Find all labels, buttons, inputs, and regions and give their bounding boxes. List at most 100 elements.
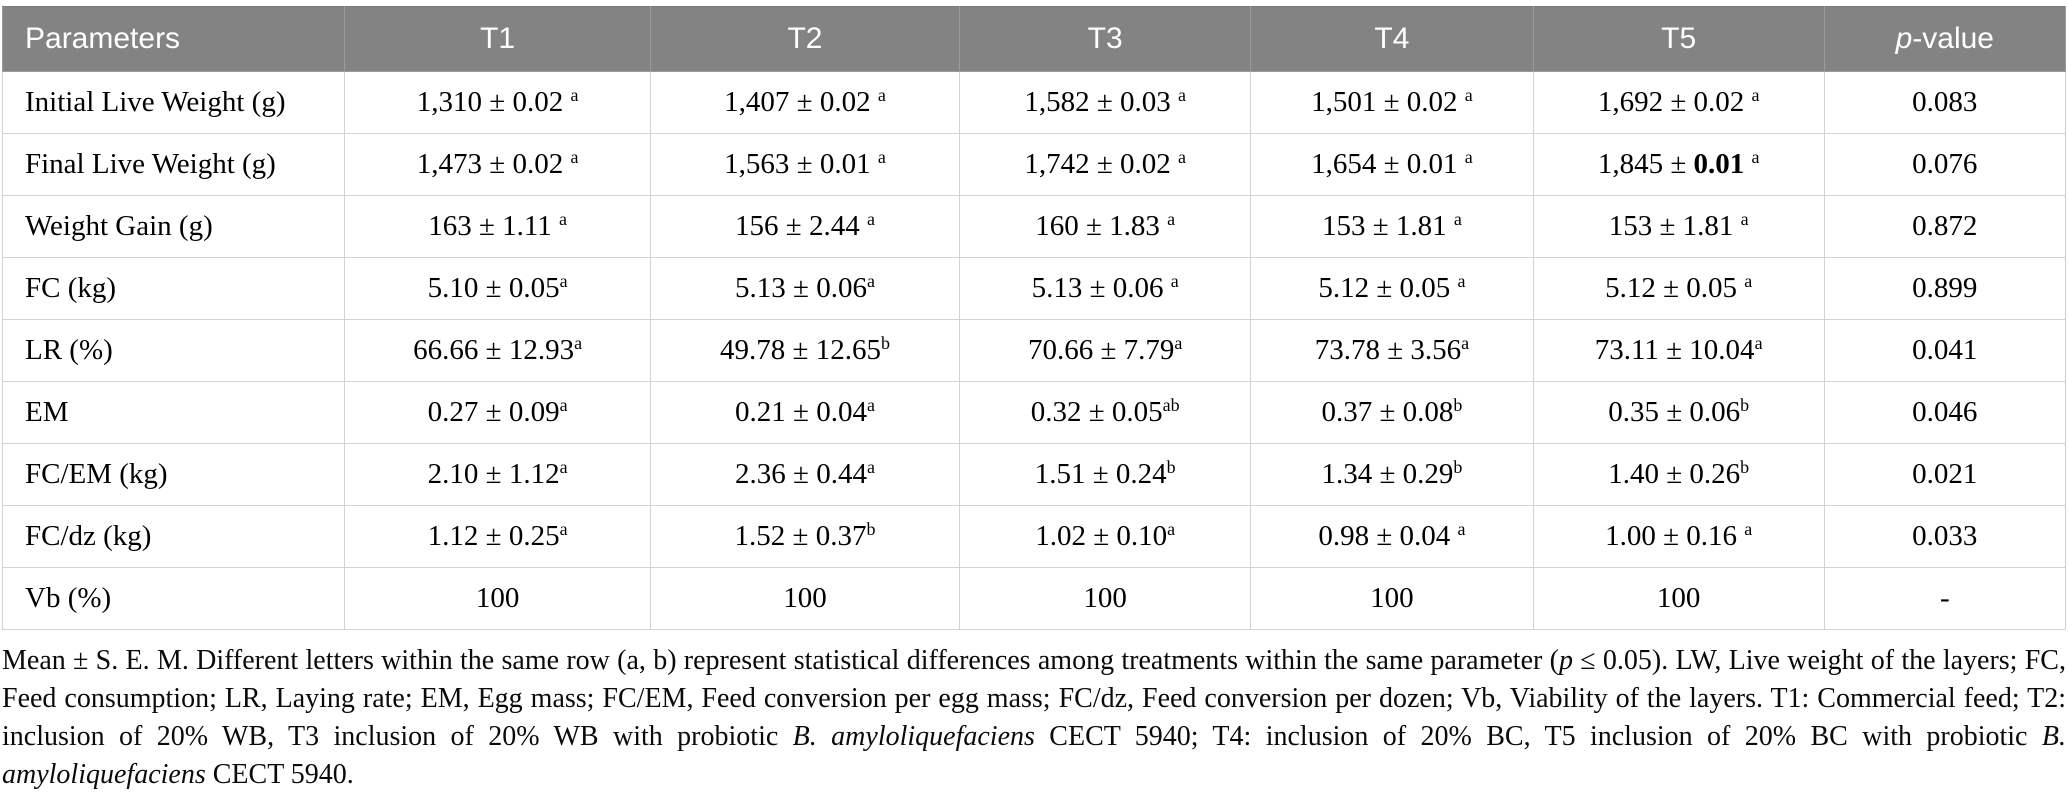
significance-letter: a (1461, 333, 1470, 354)
parameter-label: Vb (%) (1, 567, 346, 630)
significance-letter: a (866, 209, 875, 230)
significance-letter: b (1740, 395, 1750, 416)
significance-letter: a (1751, 147, 1760, 168)
value-cell-t5: 73.11 ± 10.04a (1532, 319, 1825, 382)
table-row: FC/EM (kg) 2.10 ± 1.12a 2.36 ± 0.44a 1.51 ±… (1, 443, 2067, 506)
significance-letter: a (559, 271, 568, 292)
significance-letter: a (1464, 147, 1473, 168)
value-cell-t3: 5.13 ± 0.06 a (959, 257, 1252, 320)
table-row: Initial Live Weight (g) 1,310 ± 0.02 a 1,4… (1, 71, 2067, 134)
value-cell-t2: 1.52 ± 0.37b (649, 505, 961, 568)
parameter-label: Weight Gain (g) (1, 195, 346, 258)
value-cell-t3: 0.32 ± 0.05ab (959, 381, 1252, 444)
significance-letter: a (866, 395, 875, 416)
value-cell-t2: 0.21 ± 0.04a (649, 381, 961, 444)
significance-letter: a (1177, 85, 1186, 106)
significance-letter: a (866, 457, 875, 478)
significance-letter: b (1453, 457, 1463, 478)
value-cell-t1: 1.12 ± 0.25a (344, 505, 651, 568)
value-cell-t1: 1,473 ± 0.02 a (344, 133, 651, 196)
value-cell-t4: 0.98 ± 0.04 a (1250, 505, 1534, 568)
parameter-label: Final Live Weight (g) (1, 133, 346, 196)
value-cell-t1: 100 (344, 567, 651, 630)
significance-letter: a (1457, 519, 1466, 540)
significance-letter: b (880, 333, 890, 354)
value-cell-t4: 0.37 ± 0.08b (1250, 381, 1534, 444)
value-cell-t3: 1,742 ± 0.02 a (959, 133, 1252, 196)
value-cell-t4: 1.34 ± 0.29b (1250, 443, 1534, 506)
value-cell-t3: 1.51 ± 0.24b (959, 443, 1252, 506)
value-cell-t2: 156 ± 2.44 a (649, 195, 961, 258)
significance-letter: a (1167, 519, 1176, 540)
parameter-label: FC/EM (kg) (1, 443, 346, 506)
table-body: Initial Live Weight (g) 1,310 ± 0.02 a 1,4… (1, 71, 2067, 630)
table-row: Final Live Weight (g) 1,473 ± 0.02 a 1,563… (1, 133, 2067, 196)
p-value-cell: 0.076 (1823, 133, 2067, 196)
p-value-cell: 0.872 (1823, 195, 2067, 258)
parameter-label: FC/dz (kg) (1, 505, 346, 568)
value-cell-t5: 1.00 ± 0.16 a (1532, 505, 1825, 568)
parameter-label: EM (1, 381, 346, 444)
value-cell-t4: 5.12 ± 0.05 a (1250, 257, 1534, 320)
value-cell-t1: 66.66 ± 12.93a (344, 319, 651, 382)
value-cell-t1: 2.10 ± 1.12a (344, 443, 651, 506)
significance-letter: a (1170, 271, 1179, 292)
column-header-t2: T2 (649, 6, 961, 72)
table-row: LR (%) 66.66 ± 12.93a 49.78 ± 12.65b 70.66 … (1, 319, 2067, 382)
table-row: EM 0.27 ± 0.09a 0.21 ± 0.04a 0.32 ± 0.05ab 0… (1, 381, 2067, 444)
significance-letter: a (570, 147, 579, 168)
significance-letter: a (1174, 333, 1183, 354)
value-cell-t2: 49.78 ± 12.65b (649, 319, 961, 382)
value-cell-t2: 2.36 ± 0.44a (649, 443, 961, 506)
significance-letter: a (559, 457, 568, 478)
significance-letter: a (1751, 85, 1760, 106)
table-row: FC/dz (kg) 1.12 ± 0.25a 1.52 ± 0.37b 1.02 ±… (1, 505, 2067, 568)
significance-letter: a (1457, 271, 1466, 292)
significance-letter: ab (1162, 395, 1180, 416)
p-value-cell: 0.021 (1823, 443, 2067, 506)
significance-letter: a (1453, 209, 1462, 230)
significance-letter: a (559, 519, 568, 540)
table-header-row: Parameters T1 T2 T3 T4 T5 p-value (1, 6, 2067, 72)
p-value-cell: 0.041 (1823, 319, 2067, 382)
column-header-p_value: p-value (1823, 6, 2067, 72)
value-cell-t3: 1.02 ± 0.10a (959, 505, 1252, 568)
significance-letter: a (1167, 209, 1176, 230)
p-value-cell: 0.899 (1823, 257, 2067, 320)
value-cell-t3: 100 (959, 567, 1252, 630)
significance-letter: b (1453, 395, 1463, 416)
significance-letter: b (1166, 457, 1176, 478)
table-head: Parameters T1 T2 T3 T4 T5 p-value (1, 6, 2067, 72)
significance-letter: a (559, 209, 568, 230)
value-cell-t4: 153 ± 1.81 a (1250, 195, 1534, 258)
significance-letter: a (1744, 519, 1753, 540)
significance-letter: a (877, 85, 886, 106)
p-value-cell: - (1823, 567, 2067, 630)
value-cell-t4: 100 (1250, 567, 1534, 630)
footnote: Mean ± S. E. M. Different letters within… (2, 645, 2066, 790)
value-cell-t5: 1.40 ± 0.26b (1532, 443, 1825, 506)
value-cell-t4: 73.78 ± 3.56a (1250, 319, 1534, 382)
column-header-t1: T1 (344, 6, 651, 72)
column-header-t4: T4 (1250, 6, 1534, 72)
significance-letter: a (1177, 147, 1186, 168)
significance-letter: a (877, 147, 886, 168)
table-row: Vb (%) 100 100 100 100 100- (1, 567, 2067, 630)
significance-letter: a (559, 395, 568, 416)
significance-letter: a (1744, 271, 1753, 292)
value-cell-t2: 100 (649, 567, 961, 630)
value-cell-t5: 1,845 ± 0.01 a (1532, 133, 1825, 196)
value-cell-t3: 70.66 ± 7.79a (959, 319, 1252, 382)
p-value-cell: 0.046 (1823, 381, 2067, 444)
significance-letter: a (1740, 209, 1749, 230)
value-cell-t5: 5.12 ± 0.05 a (1532, 257, 1825, 320)
p-value-cell: 0.033 (1823, 505, 2067, 568)
value-cell-t2: 5.13 ± 0.06a (649, 257, 961, 320)
value-cell-t3: 160 ± 1.83 a (959, 195, 1252, 258)
value-cell-t1: 1,310 ± 0.02 a (344, 71, 651, 134)
p-value-cell: 0.083 (1823, 71, 2067, 134)
value-cell-t1: 163 ± 1.11 a (344, 195, 651, 258)
parameter-label: LR (%) (1, 319, 346, 382)
value-cell-t1: 5.10 ± 0.05a (344, 257, 651, 320)
